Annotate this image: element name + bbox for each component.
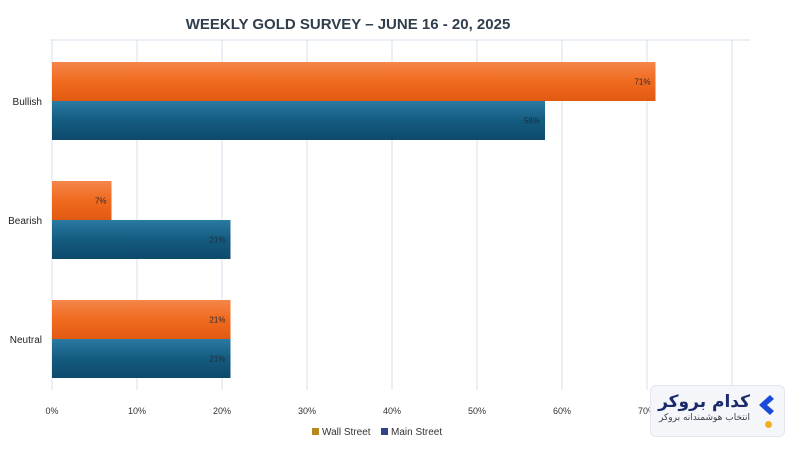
- bar-wall-street-neutral: [52, 300, 231, 339]
- x-tick-label: 10%: [128, 406, 146, 416]
- x-tick-label: 60%: [553, 406, 571, 416]
- category-label: Bullish: [13, 97, 42, 108]
- x-tick-label: 40%: [383, 406, 401, 416]
- bar-wall-street-bullish: [52, 62, 656, 101]
- data-label: 21%: [209, 316, 225, 325]
- data-label: 7%: [95, 197, 107, 206]
- data-label: 71%: [634, 78, 650, 87]
- x-tick-labels: 0% 10% 20% 30% 40% 50% 60% 70%: [45, 406, 656, 416]
- bar-main-street-bearish: [52, 220, 231, 259]
- logo-dot-icon: [765, 421, 772, 428]
- bar-main-street-neutral: [52, 339, 231, 378]
- bars: 71% 58% 7% 21% 21% 21%: [52, 62, 656, 378]
- watermark-text: کدام بروکر انتخاب هوشمندانه بروکر: [658, 392, 750, 424]
- category-label: Bearish: [8, 216, 42, 227]
- x-tick-label: 20%: [213, 406, 231, 416]
- chart-title: WEEKLY GOLD SURVEY – JUNE 16 - 20, 2025: [186, 16, 511, 33]
- x-tick-label: 70%: [638, 406, 656, 416]
- data-label: 21%: [209, 355, 225, 364]
- x-tick-label: 30%: [298, 406, 316, 416]
- bar-wall-street-bearish: [52, 181, 112, 220]
- data-label: 21%: [209, 236, 225, 245]
- legend-label: Wall Street: [322, 427, 371, 438]
- data-label: 58%: [524, 117, 540, 126]
- legend-label: Main Street: [391, 427, 442, 438]
- category-labels: Bullish Bearish Neutral: [8, 97, 42, 346]
- legend: Wall Street Main Street: [312, 427, 442, 438]
- watermark-brand-name: کدام بروکر: [658, 392, 750, 412]
- x-tick-label: 50%: [468, 406, 486, 416]
- legend-swatch: [312, 428, 319, 435]
- watermark-tagline: انتخاب هوشمندانه بروکر: [659, 413, 750, 423]
- chevron-left-logo-icon: [759, 395, 774, 415]
- legend-swatch: [381, 428, 388, 435]
- category-label: Neutral: [10, 335, 42, 346]
- x-tick-label: 0%: [45, 406, 58, 416]
- bar-main-street-bullish: [52, 101, 545, 140]
- brand-watermark: کدام بروکر انتخاب هوشمندانه بروکر: [650, 385, 785, 437]
